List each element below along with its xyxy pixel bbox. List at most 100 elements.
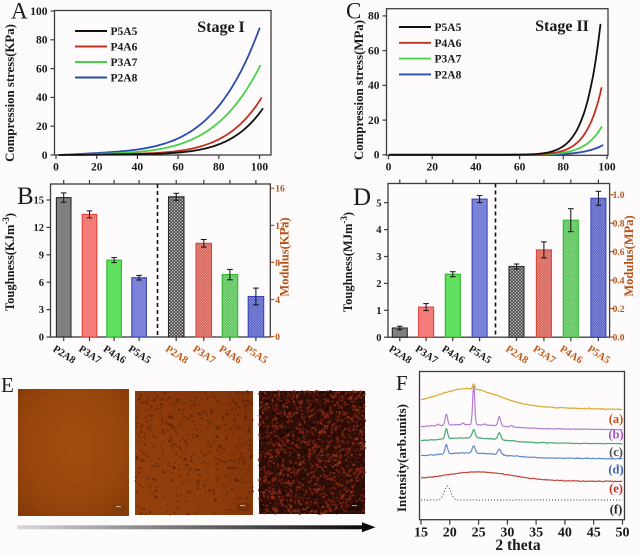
svg-text:3: 3 <box>376 252 381 263</box>
svg-text:A: A <box>11 0 28 24</box>
svg-text:P5A5: P5A5 <box>243 344 270 367</box>
svg-text:P3A7: P3A7 <box>413 344 440 367</box>
svg-text:D: D <box>353 184 371 211</box>
svg-text:100: 100 <box>251 161 269 173</box>
svg-text:Stage II: Stage II <box>535 18 589 35</box>
svg-text:100: 100 <box>598 161 616 173</box>
svg-text:60: 60 <box>36 63 48 75</box>
svg-text:30: 30 <box>500 526 514 541</box>
svg-text:60: 60 <box>172 161 184 173</box>
svg-text:6: 6 <box>39 278 44 289</box>
svg-text:P5A5: P5A5 <box>435 22 462 34</box>
svg-text:40: 40 <box>36 92 48 104</box>
svg-text:12: 12 <box>275 222 285 232</box>
svg-text:0: 0 <box>374 150 380 162</box>
svg-text:Intensity(arb.units): Intensity(arb.units) <box>394 404 409 512</box>
svg-text:20: 20 <box>426 161 438 173</box>
svg-text:E: E <box>1 373 14 397</box>
svg-text:60: 60 <box>514 161 526 173</box>
svg-text:P5A5: P5A5 <box>111 26 138 38</box>
svg-text:(f): (f) <box>610 503 623 517</box>
svg-text:40: 40 <box>470 161 482 173</box>
svg-text:1: 1 <box>376 306 381 317</box>
svg-text:8: 8 <box>275 259 280 269</box>
svg-text:1.0: 1.0 <box>613 191 625 201</box>
svg-text:0.2: 0.2 <box>613 305 625 315</box>
svg-text:P4A6: P4A6 <box>435 38 462 50</box>
svg-text:20: 20 <box>91 161 103 173</box>
svg-text:9: 9 <box>39 250 44 261</box>
svg-text:0: 0 <box>275 333 280 343</box>
svg-text:Compression stress(MPa): Compression stress(MPa) <box>352 20 366 160</box>
svg-text:Stage I: Stage I <box>197 19 245 36</box>
svg-text:P3A7: P3A7 <box>76 344 103 367</box>
svg-text:12: 12 <box>34 223 45 234</box>
svg-text:P5A5: P5A5 <box>126 344 153 367</box>
svg-text:40: 40 <box>558 526 572 541</box>
svg-text:(c): (c) <box>609 445 623 459</box>
svg-text:3: 3 <box>39 305 44 316</box>
svg-text:0: 0 <box>376 333 381 344</box>
svg-text:P3A7: P3A7 <box>435 54 462 66</box>
svg-text:2: 2 <box>376 279 381 290</box>
svg-text:P4A6: P4A6 <box>217 344 244 367</box>
svg-text:P5A5: P5A5 <box>585 344 612 367</box>
svg-text:2 theta: 2 theta <box>495 537 540 553</box>
svg-text:(d): (d) <box>608 463 623 477</box>
svg-text:50: 50 <box>616 526 630 541</box>
svg-text:P2A8: P2A8 <box>387 344 414 367</box>
svg-text:80: 80 <box>368 11 380 23</box>
svg-text:P5A5: P5A5 <box>466 344 493 367</box>
svg-text:P2A8: P2A8 <box>435 69 462 81</box>
svg-text:P3A7: P3A7 <box>191 344 218 367</box>
svg-text:P3A7: P3A7 <box>531 344 558 367</box>
svg-text:(a): (a) <box>609 412 624 426</box>
svg-text:P2A8: P2A8 <box>51 344 78 367</box>
svg-text:C: C <box>346 0 361 24</box>
svg-text:0.4: 0.4 <box>613 277 625 287</box>
svg-text:Modulus(MPa): Modulus(MPa) <box>622 215 636 296</box>
svg-text:5: 5 <box>376 198 381 209</box>
svg-text:45: 45 <box>587 526 601 541</box>
svg-text:16: 16 <box>275 185 285 195</box>
svg-text:100: 100 <box>30 6 48 18</box>
svg-text:15: 15 <box>34 196 45 207</box>
svg-text:0: 0 <box>53 161 59 173</box>
svg-text:0.6: 0.6 <box>613 248 625 258</box>
svg-text:F: F <box>396 371 408 395</box>
svg-text:P3A7: P3A7 <box>111 57 138 69</box>
svg-text:80: 80 <box>36 35 48 47</box>
svg-text:60: 60 <box>368 45 380 57</box>
svg-text:40: 40 <box>132 161 144 173</box>
svg-text:P4A6: P4A6 <box>101 344 128 367</box>
svg-text:40: 40 <box>368 80 380 92</box>
svg-text:20: 20 <box>368 115 380 127</box>
svg-text:0: 0 <box>386 161 392 173</box>
svg-text:P4A6: P4A6 <box>111 42 138 54</box>
svg-text:P2A8: P2A8 <box>111 73 138 85</box>
svg-text:0: 0 <box>42 150 48 162</box>
svg-text:0.8: 0.8 <box>613 220 625 230</box>
svg-text:Toughness(KJm-3): Toughness(KJm-3) <box>1 213 17 311</box>
svg-text:P2A8: P2A8 <box>503 344 530 367</box>
svg-text:(e): (e) <box>609 482 623 496</box>
svg-text:(b): (b) <box>608 428 623 442</box>
svg-text:80: 80 <box>213 161 225 173</box>
svg-text:15: 15 <box>414 526 428 541</box>
svg-text:20: 20 <box>443 526 457 541</box>
svg-text:P2A8: P2A8 <box>163 344 190 367</box>
svg-text:4: 4 <box>376 225 382 236</box>
svg-text:0.0: 0.0 <box>613 333 625 343</box>
svg-text:P4A6: P4A6 <box>558 344 585 367</box>
svg-text:4: 4 <box>275 296 280 306</box>
svg-text:0: 0 <box>39 333 44 344</box>
svg-text:P4A6: P4A6 <box>440 344 467 367</box>
svg-text:20: 20 <box>36 121 48 133</box>
svg-text:B: B <box>17 183 34 210</box>
svg-text:Toughness(MJm-3): Toughness(MJm-3) <box>339 212 355 312</box>
svg-text:35: 35 <box>529 526 543 541</box>
svg-text:25: 25 <box>472 526 486 541</box>
svg-text:80: 80 <box>558 161 570 173</box>
svg-text:Modulus(KPa): Modulus(KPa) <box>278 217 292 296</box>
svg-text:Compression stress(KPa): Compression stress(KPa) <box>3 24 17 162</box>
